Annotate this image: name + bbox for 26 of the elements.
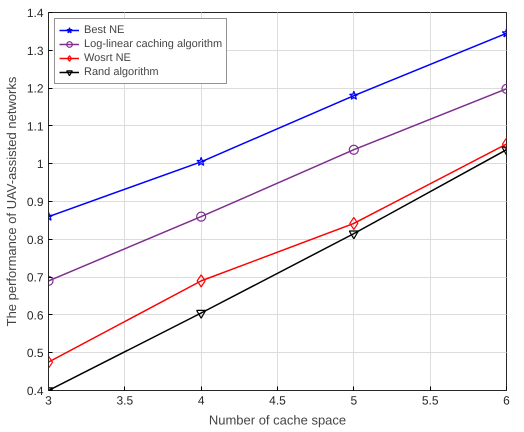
x-tick-label: 4.5 [269, 394, 286, 408]
y-tick-label: 0.6 [26, 308, 44, 322]
y-tick-label: 1.4 [26, 6, 44, 20]
x-tick-label: 5.5 [422, 394, 439, 408]
x-tick-label: 3.5 [116, 394, 134, 408]
x-tick-label: 4 [198, 394, 205, 408]
y-tick-label: 1.1 [26, 119, 44, 134]
point [348, 230, 359, 240]
y-tick-label: 0.8 [26, 232, 44, 247]
x-tick-label: 5 [350, 394, 358, 408]
y-tick-label: 1.2 [26, 82, 44, 96]
y-tick-label: 0.5 [26, 346, 44, 360]
legend-label: Log-linear caching algorithm [84, 37, 222, 51]
y-tick-label: 0.9 [26, 195, 44, 209]
y-tick-label: 1 [36, 157, 44, 172]
legend-label: Wosrt NE [84, 51, 131, 65]
x-tick-label: 3 [45, 394, 52, 408]
x-axis-title: Number of cache space [208, 412, 346, 428]
y-tick-label: 0.7 [26, 270, 44, 285]
y-tick-label: 1.3 [26, 44, 44, 58]
x-tick-label: 6 [503, 394, 510, 408]
legend-label: Rand algorithm [84, 65, 159, 79]
y-axis-title: The performance of UAV-assisted networks [4, 76, 19, 326]
y-tick-label: 0.4 [26, 384, 44, 398]
legend-label: Best NE [84, 23, 124, 37]
point [196, 310, 206, 319]
